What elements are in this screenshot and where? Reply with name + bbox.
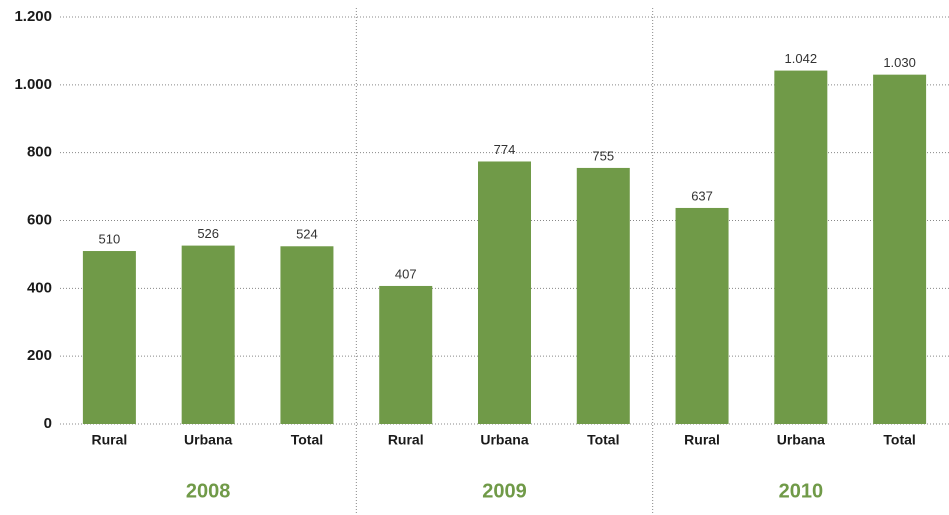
group-label: 2010 — [779, 480, 824, 502]
bar — [379, 285, 433, 424]
x-tick-label: Total — [883, 432, 915, 448]
bar — [873, 74, 927, 425]
x-tick-label: Total — [587, 432, 619, 448]
value-label: 524 — [296, 227, 318, 242]
bar — [576, 167, 630, 424]
x-tick-label: Rural — [91, 432, 127, 448]
value-label: 755 — [592, 148, 614, 163]
value-label: 526 — [197, 226, 219, 241]
y-tick-label: 800 — [27, 144, 52, 161]
x-tick-label: Urbana — [184, 432, 232, 448]
value-label: 1.030 — [883, 55, 916, 70]
y-tick-label: 400 — [27, 279, 52, 296]
x-tick-label: Urbana — [480, 432, 528, 448]
value-label: 774 — [494, 142, 516, 157]
value-label: 510 — [99, 231, 121, 246]
value-label: 407 — [395, 266, 417, 281]
y-tick-label: 600 — [27, 211, 52, 228]
group-label: 2008 — [186, 480, 231, 502]
x-tick-label: Urbana — [777, 432, 825, 448]
bar — [478, 161, 531, 425]
x-tick-label: Total — [291, 432, 323, 448]
x-tick-label: Rural — [684, 432, 720, 448]
value-label: 1.042 — [785, 51, 818, 66]
bar — [82, 251, 136, 424]
y-tick-label: 200 — [27, 347, 52, 364]
x-tick-label: Rural — [388, 432, 424, 448]
y-tick-label: 1.000 — [14, 76, 52, 93]
group-label: 2009 — [482, 480, 527, 502]
y-tick-label: 0 — [44, 415, 52, 432]
y-tick-label: 1.200 — [14, 8, 52, 25]
bar — [181, 245, 235, 424]
value-label: 637 — [691, 188, 713, 203]
bar — [280, 246, 334, 424]
bar — [774, 70, 828, 425]
bar — [675, 207, 729, 424]
